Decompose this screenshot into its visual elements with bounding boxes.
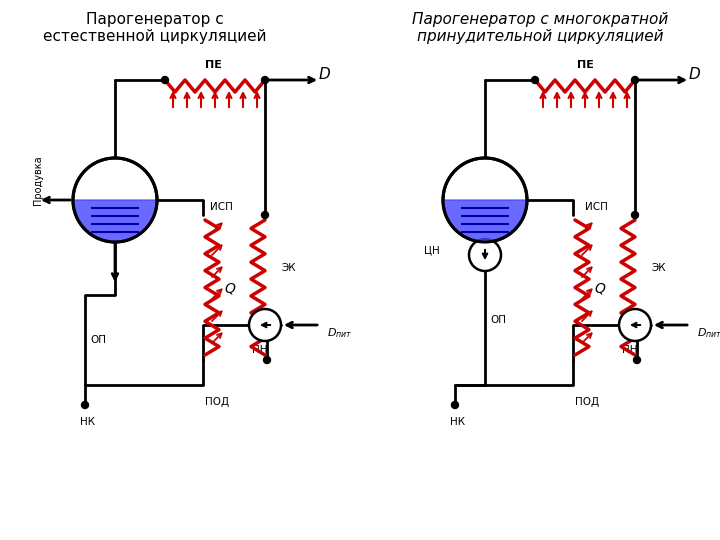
Text: Парогенератор с многократной
принудительной циркуляцией: Парогенератор с многократной принудитель…	[412, 12, 668, 44]
Circle shape	[443, 158, 527, 242]
Text: ПЕ: ПЕ	[577, 60, 593, 70]
Text: ПОД: ПОД	[205, 397, 229, 407]
Circle shape	[451, 402, 459, 408]
Text: $D$: $D$	[688, 66, 701, 82]
Text: $D_{пит}$: $D_{пит}$	[327, 326, 352, 340]
Text: $D$: $D$	[318, 66, 331, 82]
Text: $Q$: $Q$	[594, 280, 606, 295]
Text: $D_{пит}$: $D_{пит}$	[697, 326, 720, 340]
Circle shape	[261, 77, 269, 84]
Text: Парогенератор с
естественной циркуляцией: Парогенератор с естественной циркуляцией	[43, 12, 266, 44]
Text: ЭК: ЭК	[281, 263, 295, 273]
Polygon shape	[443, 200, 527, 242]
Circle shape	[531, 77, 539, 84]
Circle shape	[619, 309, 651, 341]
Circle shape	[631, 77, 639, 84]
Circle shape	[631, 212, 639, 219]
Text: ЭК: ЭК	[651, 263, 665, 273]
Circle shape	[81, 402, 89, 408]
Text: $Q$: $Q$	[224, 280, 236, 295]
Text: Продувка: Продувка	[33, 155, 43, 205]
Circle shape	[634, 356, 641, 363]
Text: ОП: ОП	[490, 315, 506, 325]
Text: ИСП: ИСП	[210, 202, 233, 212]
Polygon shape	[73, 200, 157, 242]
Text: ОП: ОП	[90, 335, 106, 345]
Circle shape	[469, 239, 501, 271]
Text: ПН: ПН	[622, 345, 638, 355]
Text: ПЕ: ПЕ	[204, 60, 222, 70]
Circle shape	[73, 158, 157, 242]
Text: НК: НК	[80, 417, 95, 427]
Text: Б: Б	[466, 176, 475, 188]
Text: ИСП: ИСП	[585, 202, 608, 212]
Circle shape	[264, 356, 271, 363]
Text: Б: Б	[96, 176, 105, 188]
Text: НК: НК	[450, 417, 465, 427]
Circle shape	[261, 212, 269, 219]
Circle shape	[161, 77, 168, 84]
Text: ЦН: ЦН	[424, 245, 440, 255]
Text: ПН: ПН	[252, 345, 268, 355]
Circle shape	[249, 309, 281, 341]
Text: ПОД: ПОД	[575, 397, 599, 407]
